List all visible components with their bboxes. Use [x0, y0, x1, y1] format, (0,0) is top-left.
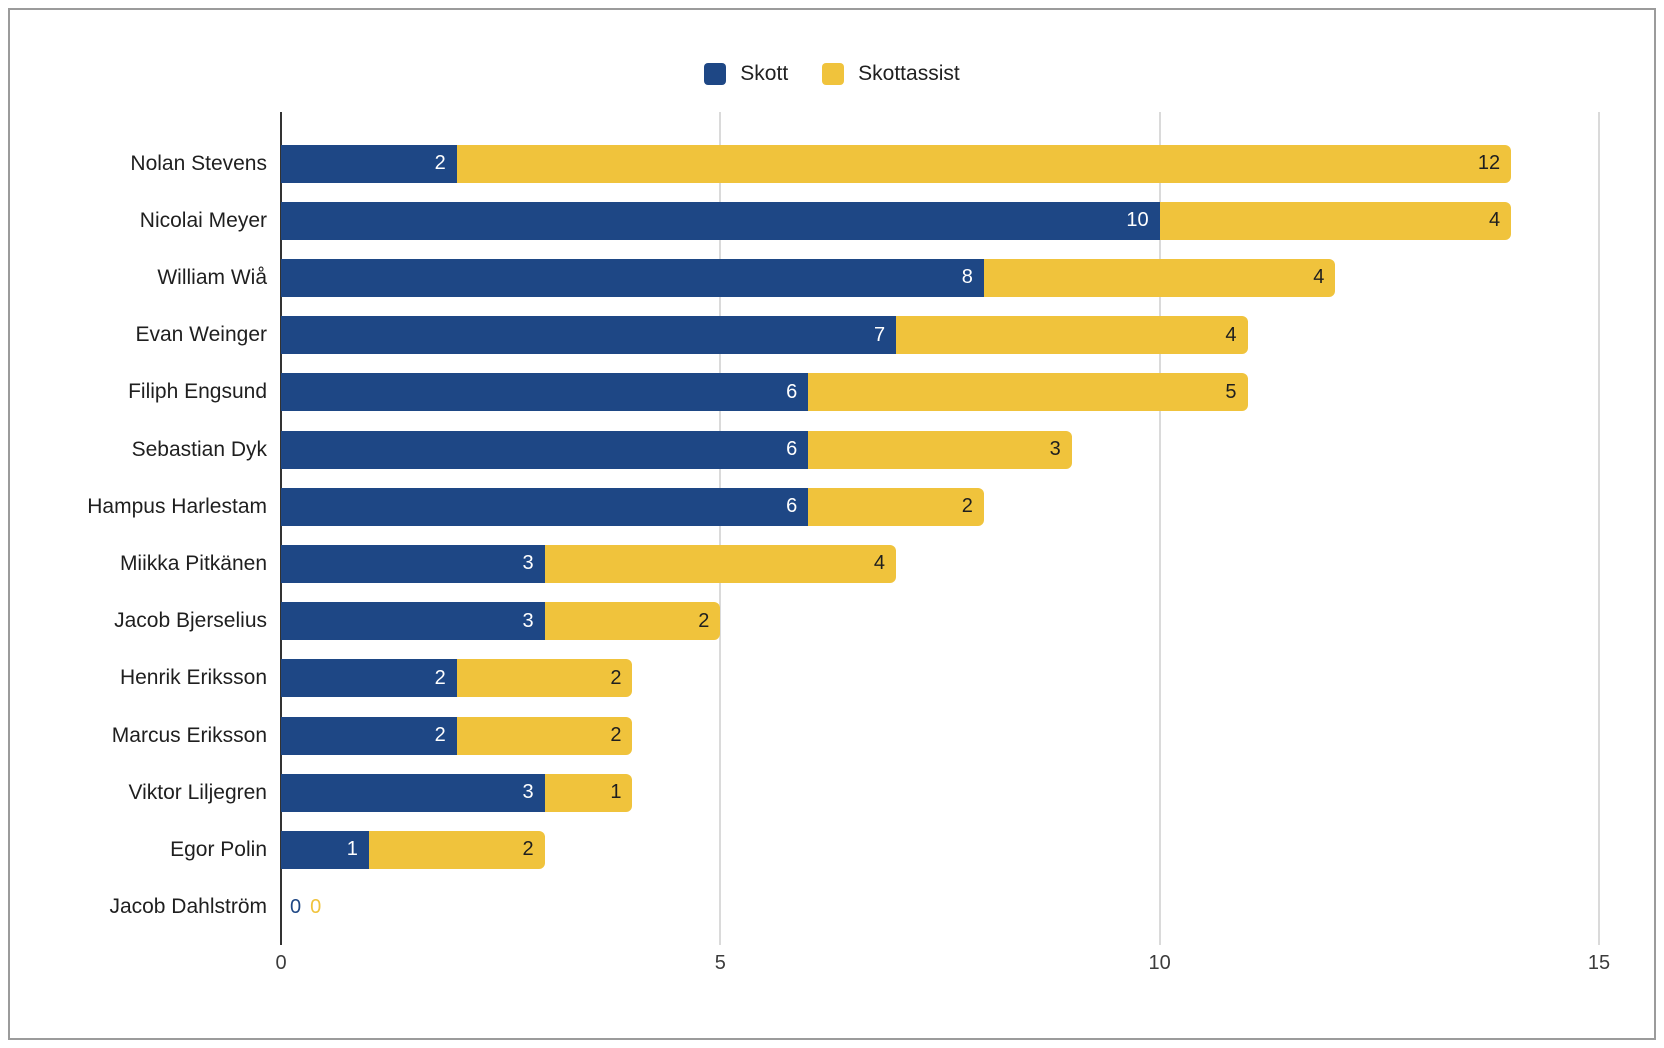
- category-label: William Wiå: [157, 265, 267, 289]
- chart-row: Jacob Bjerselius 3 2: [0, 593, 1664, 650]
- category-label: Jacob Dahlström: [109, 895, 267, 919]
- category-label: Viktor Liljegren: [128, 780, 267, 804]
- value-label: 7: [873, 323, 886, 346]
- x-axis-tick-label: 0: [275, 952, 287, 974]
- bar-segment-skottassist[interactable]: 2: [456, 716, 633, 755]
- category-label: Jacob Bjerselius: [114, 609, 267, 633]
- x-axis-tick-label: 15: [1587, 952, 1611, 974]
- category-label: Miikka Pitkänen: [119, 551, 267, 575]
- legend-swatch-icon: [704, 63, 727, 85]
- value-label: 6: [786, 495, 798, 518]
- value-label: 8: [961, 266, 973, 289]
- chart-row: Nolan Stevens 2 12: [0, 135, 1664, 192]
- value-label: 3: [522, 609, 534, 632]
- value-label: 3: [1049, 438, 1061, 461]
- value-label: 4: [1313, 266, 1325, 289]
- category-label: Nicolai Meyer: [139, 208, 267, 232]
- bar-segment-skott[interactable]: 3: [281, 544, 545, 583]
- bar-segment-skottassist[interactable]: 4: [544, 544, 897, 583]
- bar-segment-skottassist[interactable]: 3: [808, 430, 1072, 469]
- value-label: 0: [310, 895, 322, 918]
- legend-item-1: Skottassist: [822, 62, 960, 86]
- bar-segment-skott[interactable]: 2: [281, 716, 457, 755]
- bar-segment-skottassist[interactable]: 4: [896, 316, 1248, 355]
- bar-segment-skott[interactable]: 7: [281, 316, 897, 355]
- value-label: 3: [522, 552, 534, 575]
- value-label: 0: [290, 895, 302, 918]
- axis-baseline: [280, 112, 282, 945]
- bar-segment-skottassist[interactable]: 4: [983, 258, 1336, 297]
- legend-item-0: Skott: [704, 62, 788, 86]
- category-label: Egor Polin: [170, 837, 267, 861]
- chart-row: Viktor Liljegren 3 1: [0, 764, 1664, 821]
- value-label: 2: [434, 666, 446, 689]
- chart-row: Miikka Pitkänen 3 4: [0, 535, 1664, 592]
- chart-row: Nicolai Meyer 10 4: [0, 192, 1664, 249]
- x-axis-tick-label: 10: [1148, 952, 1171, 974]
- bar-segment-skott[interactable]: 10: [281, 201, 1160, 240]
- category-label: Henrik Eriksson: [119, 666, 267, 690]
- category-label: Sebastian Dyk: [131, 437, 267, 461]
- value-label: 6: [786, 380, 798, 403]
- bar-segment-skottassist[interactable]: 1: [544, 773, 633, 812]
- bar-segment-skott[interactable]: 3: [281, 773, 545, 812]
- value-label: 2: [522, 838, 534, 861]
- chart-row: Henrik Eriksson 2 2: [0, 650, 1664, 707]
- chart-row: Sebastian Dyk 6 3: [0, 421, 1664, 478]
- chart-row: Marcus Eriksson 2 2: [0, 707, 1664, 764]
- bar-segment-skottassist[interactable]: 2: [808, 487, 984, 526]
- value-label: 1: [610, 781, 622, 804]
- value-label: 6: [786, 438, 798, 461]
- bar-segment-skott[interactable]: 8: [281, 258, 984, 297]
- gridline-5: [719, 112, 722, 945]
- value-label: 2: [610, 724, 622, 747]
- category-label: Hampus Harlestam: [87, 494, 267, 518]
- bar-segment-skottassist[interactable]: 2: [544, 602, 721, 641]
- value-label: 10: [1126, 209, 1149, 232]
- bar-segment-skott[interactable]: 6: [281, 373, 809, 412]
- chart-legend: Skott Skottassist: [0, 61, 1664, 87]
- bar-segment-skott[interactable]: 3: [281, 602, 545, 641]
- value-label: 2: [434, 724, 446, 747]
- gridline-15: [1598, 112, 1600, 945]
- value-label: 12: [1477, 152, 1501, 175]
- value-label: 4: [1488, 209, 1501, 232]
- value-label: 3: [522, 781, 534, 804]
- value-label: 2: [698, 609, 710, 632]
- value-label: 4: [1225, 323, 1237, 346]
- category-label: Nolan Stevens: [130, 151, 267, 175]
- chart-row: Evan Weinger 7 4: [0, 307, 1664, 364]
- value-label: 2: [434, 152, 446, 175]
- legend-swatch-icon: [822, 63, 845, 85]
- value-label: 5: [1225, 380, 1237, 403]
- chart-row: Jacob Dahlström 0 0: [0, 879, 1664, 936]
- category-label: Filiph Engsund: [128, 380, 267, 404]
- legend-label: Skottassist: [858, 62, 960, 85]
- bar-segment-skottassist[interactable]: 12: [456, 144, 1512, 183]
- chart-row: Filiph Engsund 6 5: [0, 364, 1664, 421]
- bar-segment-skott[interactable]: 6: [281, 430, 809, 469]
- value-label: 1: [346, 838, 358, 861]
- bar-segment-skottassist[interactable]: 4: [1159, 201, 1512, 240]
- bar-segment-skott[interactable]: 2: [281, 659, 457, 698]
- bar-segment-skottassist[interactable]: 2: [456, 659, 633, 698]
- bar-segment-skottassist[interactable]: 5: [808, 373, 1248, 412]
- chart-row: William Wiå 8 4: [0, 249, 1664, 306]
- chart-row: Egor Polin 1 2: [0, 821, 1664, 878]
- bar-segment-skott[interactable]: 1: [281, 830, 369, 869]
- category-label: Marcus Eriksson: [111, 723, 267, 747]
- value-label: 4: [873, 552, 886, 575]
- value-label: 2: [610, 666, 622, 689]
- category-label: Evan Weinger: [135, 323, 267, 347]
- gridline-10: [1158, 112, 1161, 945]
- x-axis-tick-label: 5: [714, 952, 726, 974]
- bar-segment-skott[interactable]: 6: [281, 487, 809, 526]
- chart-row: Hampus Harlestam 6 2: [0, 478, 1664, 535]
- legend-label: Skott: [740, 62, 789, 85]
- value-label: 2: [961, 495, 973, 518]
- bar-segment-skott[interactable]: 2: [281, 144, 457, 183]
- bar-segment-skottassist[interactable]: 2: [368, 830, 545, 869]
